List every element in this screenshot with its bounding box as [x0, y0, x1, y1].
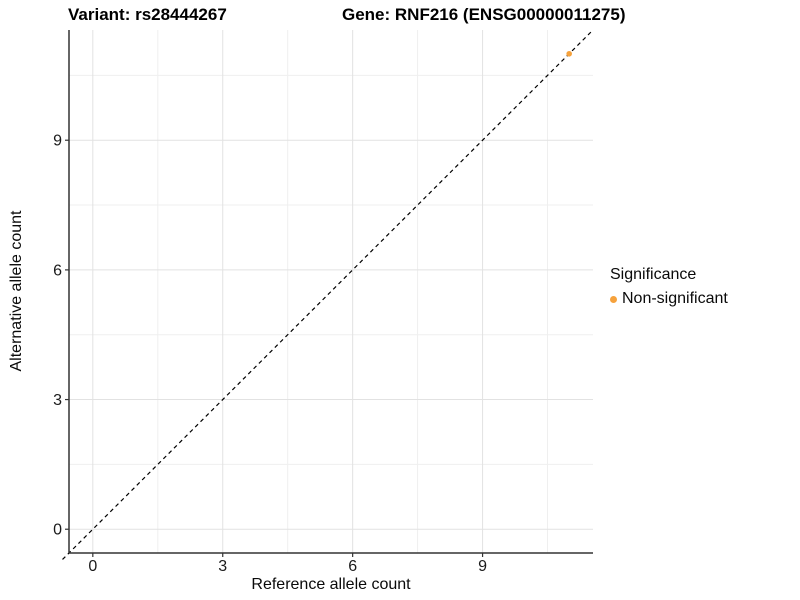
x-axis-label: Reference allele count: [251, 576, 411, 593]
legend-title: Significance: [610, 266, 697, 283]
x-tick-label: 9: [478, 558, 487, 575]
identity-line: [62, 29, 594, 560]
x-tick-label: 3: [218, 558, 227, 575]
point-icon: [610, 295, 617, 303]
plot-title-variant: Variant: rs28444267: [68, 5, 227, 24]
y-axis-label: Alternative allele count: [8, 210, 25, 372]
y-tick-label: 9: [53, 133, 62, 150]
legend-item-non-significant: Non-significant: [610, 290, 728, 308]
data-point: [566, 50, 572, 57]
x-tick-label: 6: [348, 558, 357, 575]
legend: Significance Non-significant: [610, 266, 728, 308]
y-tick-label: 0: [53, 522, 62, 539]
plot-title-gene: Gene: RNF216 (ENSG00000011275): [342, 5, 626, 24]
legend-item-label: Non-significant: [622, 290, 728, 307]
y-tick-label: 3: [53, 392, 62, 409]
x-tick-label: 0: [88, 558, 97, 575]
y-tick-label: 6: [53, 262, 62, 279]
